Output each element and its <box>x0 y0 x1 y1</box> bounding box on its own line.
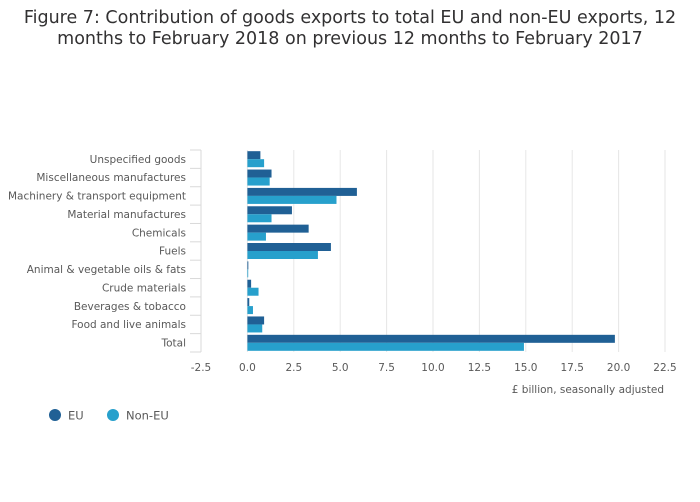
category-label: Total <box>160 338 186 350</box>
category-label: Machinery & transport equipment <box>8 191 186 203</box>
category-label: Material manufactures <box>67 209 186 221</box>
x-axis-title: £ billion, seasonally adjusted <box>512 384 664 396</box>
eu-bar <box>247 243 331 251</box>
legend-marker <box>49 409 61 421</box>
category-label: Fuels <box>159 246 186 258</box>
non-eu-bar <box>247 342 524 351</box>
category-label: Animal & vegetable oils & fats <box>27 264 186 276</box>
category-label: Beverages & tobacco <box>74 301 186 313</box>
x-tick-label: 7.5 <box>378 362 395 374</box>
legend-label: Non-EU <box>126 409 169 423</box>
non-eu-bar <box>247 287 259 296</box>
non-eu-bar <box>247 324 263 333</box>
non-eu-bar <box>247 269 249 278</box>
legend[interactable]: EU Non-EU <box>49 409 169 423</box>
chart-title: Figure 7: Contribution of goods exports … <box>0 8 700 50</box>
x-tick-label: 17.5 <box>561 362 584 374</box>
gridlines <box>246 150 666 352</box>
eu-bar <box>247 151 261 160</box>
non-eu-bar <box>247 177 270 186</box>
legend-marker <box>107 409 119 421</box>
chart-title-line-2: months to February 2018 on previous 12 m… <box>57 29 643 49</box>
eu-bar <box>247 279 252 288</box>
non-eu-bar <box>247 251 318 259</box>
non-eu-bar <box>247 159 265 168</box>
x-tick-label: 20.0 <box>607 362 630 374</box>
x-tick-label: -2.5 <box>191 362 212 374</box>
non-eu-bar <box>247 214 272 223</box>
x-tick-label: 2.5 <box>285 362 302 374</box>
bars <box>247 151 615 351</box>
non-eu-bar <box>247 232 266 241</box>
x-tick-label: 0.0 <box>239 362 256 374</box>
x-tick-label: 15.0 <box>514 362 537 374</box>
category-label: Miscellaneous manufactures <box>36 172 186 184</box>
eu-bar <box>247 206 292 215</box>
x-tick-label: 5.0 <box>332 362 349 374</box>
eu-bar <box>247 316 265 325</box>
category-label: Crude materials <box>102 282 186 294</box>
eu-bar <box>247 298 250 307</box>
eu-bar <box>247 187 357 196</box>
chart-title-line-1: Figure 7: Contribution of goods exports … <box>23 8 677 28</box>
non-eu-bar <box>247 195 337 204</box>
category-label: Chemicals <box>132 227 186 239</box>
legend-label: EU <box>68 409 84 423</box>
x-tick-label: 12.5 <box>468 362 491 374</box>
x-tick-label: 22.5 <box>653 362 676 374</box>
category-axis: Unspecified goods Miscellaneous manufactu… <box>8 149 202 353</box>
non-eu-bar <box>247 306 253 315</box>
eu-bar <box>247 334 615 343</box>
eu-bar <box>247 261 249 270</box>
value-axis: -2.5 0.0 2.5 5.0 7.5 10.0 12.5 15.0 17.5 20.0 22.5 <box>191 362 677 374</box>
eu-bar <box>247 169 272 178</box>
eu-bar <box>247 224 309 233</box>
x-tick-label: 10.0 <box>421 362 444 374</box>
category-label: Unspecified goods <box>90 154 186 166</box>
category-label: Food and live animals <box>71 319 186 331</box>
